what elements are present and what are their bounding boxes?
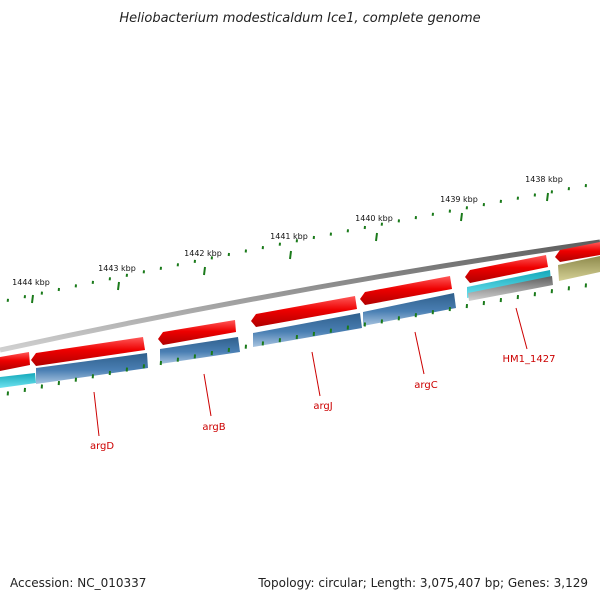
genome-backbone <box>0 239 600 353</box>
map-title: Heliobacterium modesticaldum Ice1, compl… <box>119 11 480 26</box>
cds-red-HM1_1427 <box>465 255 548 283</box>
gene-label-argB: argB <box>202 422 225 433</box>
kbp-ruler-minor-ticks <box>6 184 587 302</box>
reverse-strand-features <box>0 256 600 388</box>
kbp-ruler <box>31 192 549 304</box>
gene-leader-lines <box>93 307 528 437</box>
kbp-labels: 1444 kbp 1443 kbp 1442 kbp 1441 kbp 1440… <box>12 175 563 287</box>
cds-red-partial-left <box>0 352 30 371</box>
cds-red-argJ <box>251 296 357 327</box>
cds-blue-argC <box>363 293 456 326</box>
leader-argD <box>93 391 100 437</box>
ruler-label-1440: 1440 kbp <box>355 214 393 223</box>
ruler-label-1439: 1439 kbp <box>440 195 478 204</box>
ruler-label-1441: 1441 kbp <box>270 232 308 241</box>
leader-argJ <box>311 351 321 397</box>
ruler-label-1438: 1438 kbp <box>525 175 563 184</box>
cds-red-argD <box>31 337 145 366</box>
gene-label-argC: argC <box>414 380 437 391</box>
cds-red-argB <box>158 320 236 345</box>
ruler-label-1444: 1444 kbp <box>12 278 50 287</box>
cds-blue-argD <box>36 353 148 384</box>
leader-argB <box>203 373 212 417</box>
ruler-major-tick <box>117 281 120 291</box>
topology-text: Topology: circular; Length: 3,075,407 bp… <box>258 576 588 590</box>
ruler-major-tick <box>289 250 292 260</box>
inner-tick-track <box>6 283 587 396</box>
ruler-major-tick <box>31 294 34 304</box>
ruler-major-tick <box>546 192 549 202</box>
ruler-major-tick <box>375 232 378 242</box>
cds-red-partial-right <box>555 242 600 262</box>
feature-olive-right <box>558 256 600 281</box>
cds-blue-argB <box>160 337 240 364</box>
accession-text: Accession: NC_010337 <box>10 576 147 590</box>
forward-strand-features <box>0 242 600 371</box>
leader-HM1_1427 <box>515 307 528 350</box>
cds-grey-HM1_1427 <box>468 276 553 301</box>
ruler-label-1443: 1443 kbp <box>98 264 136 273</box>
cds-cyan-partial-left <box>0 373 36 388</box>
gene-label-HM1_1427: HM1_1427 <box>503 354 556 365</box>
ruler-major-tick <box>460 212 463 222</box>
ruler-major-tick <box>203 266 206 276</box>
gene-label-argJ: argJ <box>313 401 332 412</box>
leader-argC <box>414 331 425 375</box>
cds-red-argC <box>360 276 452 305</box>
gene-labels: argD argB argJ argC HM1_1427 <box>90 354 556 452</box>
gene-label-argD: argD <box>90 441 114 452</box>
ruler-label-1442: 1442 kbp <box>184 249 222 258</box>
